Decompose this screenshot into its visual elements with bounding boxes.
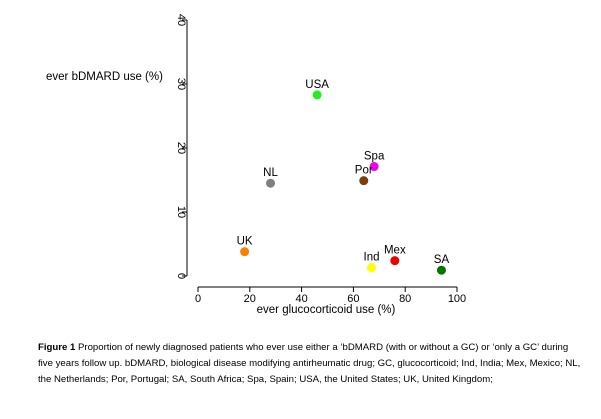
caption-label: Figure 1 [38,342,76,353]
scatter-chart: 0 10 20 30 40 0 20 40 60 80 100 USA Spa Por NL UK Ind Me… [46,14,466,316]
point-mex [390,256,400,266]
y-tick-label: 30 [175,78,187,90]
y-tick-label: 10 [175,206,187,218]
point-label-mex: Mex [384,245,406,257]
x-tick-label: 0 [195,293,201,305]
point-label-spa: Spa [364,151,385,163]
x-tick-label: 100 [448,293,466,305]
point-uk [240,247,250,257]
point-sa [436,265,446,275]
y-axis-label: ever bDMARD use (%) [46,71,163,83]
point-label-uk: UK [237,236,253,248]
x-tick-label: 20 [244,293,256,305]
point-por [359,176,369,186]
x-tick-label: 40 [295,293,307,305]
point-label-ind: Ind [364,252,380,264]
y-tick-label: 40 [175,14,187,26]
point-usa [312,90,322,100]
point-ind [367,263,377,273]
chart-axes: 0 10 20 30 40 0 20 40 60 80 100 [175,14,466,305]
caption-text: Proportion of newly diagnosed patients w… [38,342,581,385]
point-nl [266,178,276,188]
y-tick-label: 20 [175,142,187,154]
y-tick-label: 0 [175,273,187,279]
point-label-por: Por [355,165,373,177]
point-label-sa: SA [434,254,450,266]
figure-caption: Figure 1 Proportion of newly diagnosed p… [38,340,583,388]
point-label-usa: USA [305,79,329,91]
x-axis-label: ever glucocorticoid use (%) [257,304,396,316]
point-label-nl: NL [263,167,278,179]
point-spa [369,162,379,172]
x-tick-label: 80 [399,293,411,305]
chart-points: USA Spa Por NL UK Ind Mex SA [237,79,450,275]
x-tick-label: 60 [347,293,359,305]
